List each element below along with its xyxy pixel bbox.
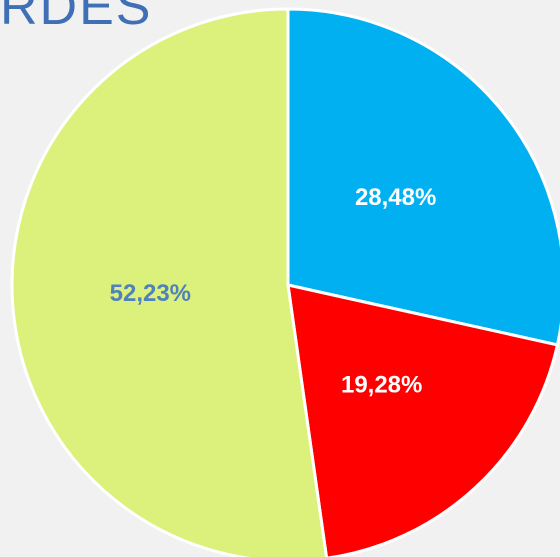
slice-label: 52,23% xyxy=(110,280,191,307)
pie-slice xyxy=(286,7,560,347)
pie-slice xyxy=(10,7,328,557)
chart-title: RDES xyxy=(0,0,152,36)
slice-label: 19,28% xyxy=(341,372,422,399)
slice-label: 28,48% xyxy=(355,184,436,211)
pie-slice xyxy=(286,283,560,557)
